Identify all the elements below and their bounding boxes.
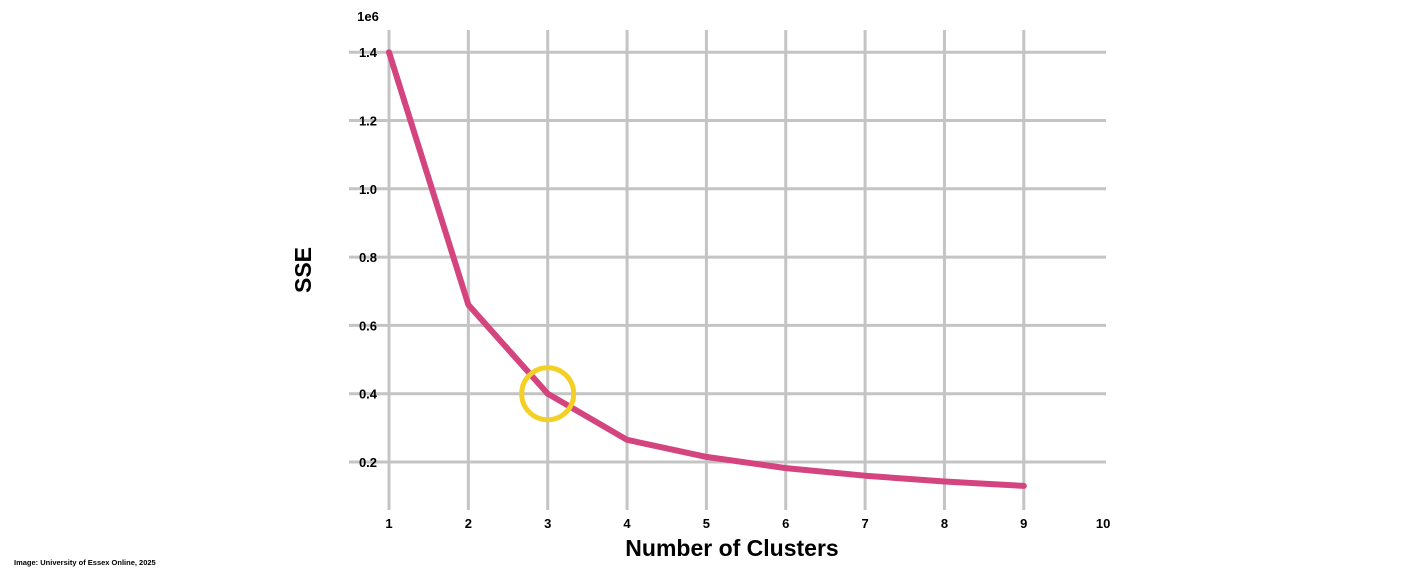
y-tick-label: 1.2 xyxy=(359,114,377,129)
x-tick-label: 4 xyxy=(623,516,631,531)
grid xyxy=(349,30,1106,510)
y-tick-label: 0.2 xyxy=(359,455,377,470)
x-tick-label: 9 xyxy=(1020,516,1027,531)
y-tick-label: 1.4 xyxy=(359,45,378,60)
x-axis-title: Number of Clusters xyxy=(625,535,838,561)
y-tick-label: 0.4 xyxy=(359,387,378,402)
series xyxy=(386,49,1027,489)
x-tick-label: 2 xyxy=(465,516,472,531)
y-tick-label: 1.0 xyxy=(359,182,377,197)
y-tick-label: 0.8 xyxy=(359,250,377,265)
x-tick-label: 10 xyxy=(1096,516,1110,531)
x-tick-label: 5 xyxy=(703,516,710,531)
y-axis-title: SSE xyxy=(290,247,316,293)
x-tick-labels: 1 2 3 4 5 6 7 8 9 10 xyxy=(385,516,1110,531)
x-tick-label: 1 xyxy=(385,516,392,531)
y-axis-exponent: 1e6 xyxy=(357,9,379,24)
image-credit: Image: University of Essex Online, 2025 xyxy=(14,558,156,567)
x-tick-label: 6 xyxy=(782,516,789,531)
x-tick-label: 3 xyxy=(544,516,551,531)
x-tick-label: 7 xyxy=(861,516,868,531)
elbow-highlight-circle xyxy=(519,365,577,423)
highlight xyxy=(519,365,577,423)
y-tick-label: 0.6 xyxy=(359,318,377,333)
series-line xyxy=(386,49,1027,489)
y-tick-labels: 0.2 0.4 0.6 0.8 1.0 1.2 1.4 xyxy=(359,45,378,470)
x-tick-label: 8 xyxy=(941,516,948,531)
